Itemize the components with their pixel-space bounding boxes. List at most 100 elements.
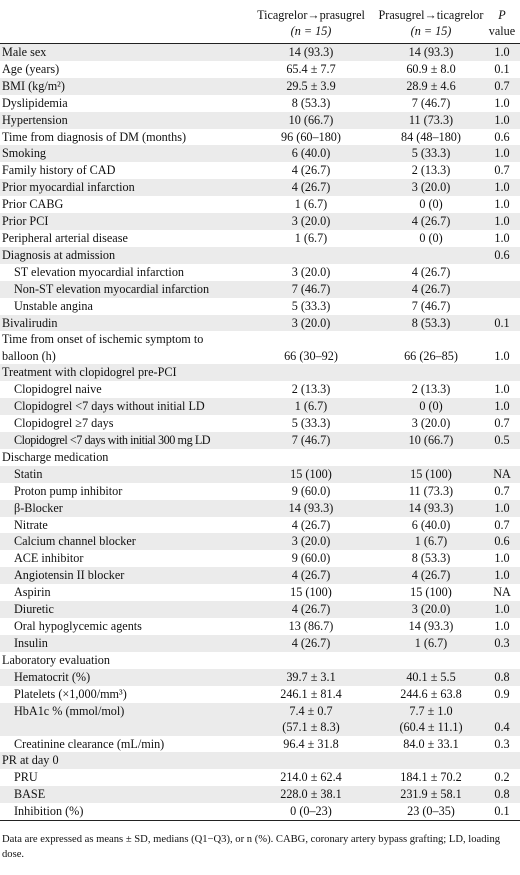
row-label: Time from onset of ischemic symptom to ba… xyxy=(2,332,204,363)
table-row: Diuretic 4 (26.7) 3 (20.0) 1.0 xyxy=(0,601,520,618)
p-value: 0.9 xyxy=(494,686,510,701)
table-row: Aspirin 15 (100) 15 (100) NA xyxy=(0,584,520,601)
prasugrel-ticagrelor-value: 84.0 ± 33.1 xyxy=(403,736,459,751)
row-label: PRU xyxy=(14,770,38,785)
prasugrel-ticagrelor-value: 6 (40.0) xyxy=(411,517,451,532)
header-prasugrel-ticagrelor: Prasugrel→ticagrelor (n = 15) xyxy=(378,4,484,44)
p-value: 1.0 xyxy=(494,197,510,212)
row-label: Peripheral arterial disease xyxy=(2,230,128,245)
row-label: Treatment with clopidogrel pre-PCI xyxy=(2,365,177,380)
row-label: Aspirin xyxy=(14,585,51,600)
row-label: Prior PCI xyxy=(2,214,49,229)
p-value: 0.3 xyxy=(494,635,510,650)
p-value: 1.0 xyxy=(494,551,510,566)
table-row: Smoking 6 (40.0) 5 (33.3) 1.0 xyxy=(0,145,520,163)
table-row: BMI (kg/m²) 29.5 ± 3.9 28.9 ± 4.6 0.7 xyxy=(0,77,520,95)
row-label: Creatinine clearance (mL/min) xyxy=(14,736,165,751)
row-label: Prior myocardial infarction xyxy=(2,180,135,195)
p-value: 1.0 xyxy=(494,602,510,617)
row-label: BMI (kg/m²) xyxy=(2,78,65,93)
prasugrel-ticagrelor-value: 4 (26.7) xyxy=(411,281,451,296)
ticagrelor-prasugrel-value: 96 (60–180) xyxy=(281,129,341,144)
ticagrelor-prasugrel-value: 7 (46.7) xyxy=(291,281,331,296)
ticagrelor-prasugrel-value: 14 (93.3) xyxy=(288,500,334,515)
p-value: 0.7 xyxy=(494,517,510,532)
prasugrel-ticagrelor-value xyxy=(378,364,484,381)
row-label: Non-ST elevation myocardial infarction xyxy=(14,281,210,296)
p-value: 1.0 xyxy=(494,112,510,127)
table-row: Diagnosis at admission 0.6 xyxy=(0,246,520,264)
p-value xyxy=(484,298,520,315)
p-value: 1.0 xyxy=(494,500,510,515)
ticagrelor-prasugrel-value xyxy=(244,449,378,466)
p-value xyxy=(484,652,520,669)
ticagrelor-prasugrel-value: 14 (93.3) xyxy=(288,45,334,59)
prasugrel-ticagrelor-value: 7 (46.7) xyxy=(411,95,451,110)
table-row: Discharge medication xyxy=(0,449,520,466)
p-value xyxy=(484,364,520,381)
p-value: 1.0 xyxy=(494,568,510,583)
prasugrel-ticagrelor-value: 66 (26–85) xyxy=(404,348,458,363)
p-value: 0.2 xyxy=(494,770,510,785)
table-row: Time from onset of ischemic symptom to ba… xyxy=(0,331,520,364)
table-row: PRU 214.0 ± 62.4 184.1 ± 70.2 0.2 xyxy=(0,769,520,786)
table-row: Creatinine clearance (mL/min) 96.4 ± 31.8… xyxy=(0,736,520,753)
prasugrel-ticagrelor-value: 11 (73.3) xyxy=(408,483,454,498)
ticagrelor-prasugrel-value xyxy=(244,752,378,769)
table-row: Calcium channel blocker 3 (20.0) 1 (6.7) 0.… xyxy=(0,533,520,551)
p-value: 1.0 xyxy=(494,230,510,245)
row-label: Diagnosis at admission xyxy=(2,247,116,262)
p-value: 0.6 xyxy=(494,129,510,144)
row-label: Clopidogrel ≥7 days xyxy=(14,416,114,431)
ticagrelor-prasugrel-value: 10 (66.7) xyxy=(288,112,334,127)
table-row: Prior PCI 3 (20.0) 4 (26.7) 1.0 xyxy=(0,213,520,230)
ticagrelor-prasugrel-value: 65.4 ± 7.7 xyxy=(286,61,336,76)
row-label: Prior CABG xyxy=(2,197,64,212)
prasugrel-ticagrelor-value xyxy=(378,652,484,669)
p-value: 0.6 xyxy=(494,247,510,262)
table-row: ACE inhibitor 9 (60.0) 8 (53.3) 1.0 xyxy=(0,550,520,567)
p-value: 1.0 xyxy=(494,214,510,229)
table-row: β-Blocker 14 (93.3) 14 (93.3) 1.0 xyxy=(0,499,520,517)
ticagrelor-prasugrel-value: 4 (26.7) xyxy=(291,635,331,650)
p-value: 0.1 xyxy=(494,61,510,76)
row-label: BASE xyxy=(14,787,46,802)
prasugrel-ticagrelor-value: 1 (6.7) xyxy=(414,534,448,549)
table-row: Clopidogrel ≥7 days 5 (33.3) 3 (20.0) 0.7 xyxy=(0,415,520,432)
table-row: Nitrate 4 (26.7) 6 (40.0) 0.7 xyxy=(0,517,520,534)
p-value: 1.0 xyxy=(494,399,510,414)
p-value: 1.0 xyxy=(494,180,510,195)
ticagrelor-prasugrel-value: 29.5 ± 3.9 xyxy=(286,78,336,93)
prasugrel-ticagrelor-value xyxy=(378,449,484,466)
table-row: Angiotensin II blocker 4 (26.7) 4 (26.7) 1.… xyxy=(0,567,520,585)
ticagrelor-prasugrel-value: 39.7 ± 3.1 xyxy=(286,669,336,684)
header-n1: (n = 15) xyxy=(290,24,332,38)
table-row: Clopidogrel <7 days without initial LD 1 … xyxy=(0,398,520,416)
ticagrelor-prasugrel-value: 1 (6.7) xyxy=(294,230,328,245)
ticagrelor-prasugrel-value: 9 (60.0) xyxy=(291,551,331,566)
p-value: NA xyxy=(493,585,511,600)
row-label: Insulin xyxy=(14,635,48,650)
prasugrel-ticagrelor-value: 11 (73.3) xyxy=(408,112,454,127)
table-row: Laboratory evaluation xyxy=(0,652,520,669)
table-row: Platelets (×1,000/mm³) 246.1 ± 81.4 244.6 … xyxy=(0,686,520,703)
prasugrel-ticagrelor-value: 2 (13.3) xyxy=(411,163,451,178)
p-value: 1.0 xyxy=(494,382,510,397)
prasugrel-ticagrelor-value: 1 (6.7) xyxy=(414,635,448,650)
table-row: Family history of CAD 4 (26.7) 2 (13.3) 0.7 xyxy=(0,162,520,179)
prasugrel-ticagrelor-value: 40.1 ± 5.5 xyxy=(406,669,456,684)
ticagrelor-prasugrel-value xyxy=(244,247,378,264)
prasugrel-ticagrelor-value: 0 (0) xyxy=(419,230,443,245)
row-label: Statin xyxy=(14,466,43,481)
ticagrelor-prasugrel-value: 228.0 ± 38.1 xyxy=(280,787,342,802)
ticagrelor-prasugrel-value: 4 (26.7) xyxy=(291,163,331,178)
p-value: 0.7 xyxy=(494,78,510,93)
ticagrelor-prasugrel-value: 4 (26.7) xyxy=(291,517,331,532)
prasugrel-ticagrelor-value xyxy=(378,752,484,769)
table-row: Time from diagnosis of DM (months) 96 (60… xyxy=(0,129,520,146)
row-label: Time from diagnosis of DM (months) xyxy=(2,129,187,144)
row-label: Inhibition (%) xyxy=(0,803,244,822)
row-label: ACE inhibitor xyxy=(14,551,84,566)
table-row: Oral hypoglycemic agents 13 (86.7) 14 (93.… xyxy=(0,618,520,635)
prasugrel-ticagrelor-value: 7 (46.7) xyxy=(411,298,451,313)
